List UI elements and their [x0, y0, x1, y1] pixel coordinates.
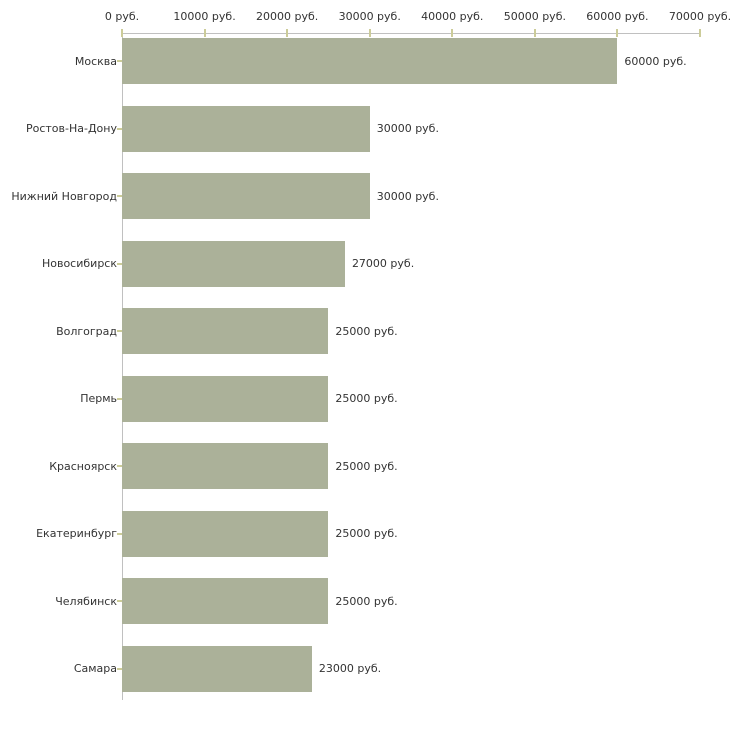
- bar: [122, 173, 370, 219]
- bar: [122, 375, 329, 422]
- category-label: Москва: [74, 54, 117, 68]
- x-axis-tick: [203, 29, 206, 37]
- y-axis-tick: [117, 195, 122, 197]
- value-label: 25000 руб.: [335, 392, 398, 405]
- y-axis-tick: [117, 532, 122, 535]
- y-axis-tick: [117, 600, 122, 602]
- category-label: Самара: [73, 662, 117, 675]
- y-axis-tick: [117, 127, 122, 130]
- x-axis-tick: [616, 29, 619, 37]
- x-axis-tick: [121, 29, 123, 37]
- category-label: Екатеринбург: [36, 527, 117, 540]
- bar-row: Пермь 25000 руб.: [0, 375, 730, 422]
- value-label: 25000 руб.: [335, 594, 398, 608]
- bar-row: Волгоград 25000 руб.: [0, 308, 730, 354]
- value-label: 25000 руб.: [335, 527, 398, 540]
- bar-row: Челябинск 25000 руб.: [0, 578, 730, 624]
- x-axis-tick: [286, 29, 289, 37]
- bar: [122, 443, 329, 489]
- bar: [122, 105, 370, 152]
- bar-row: Екатеринбург 25000 руб.: [0, 510, 730, 557]
- category-label: Нижний Новгород: [11, 189, 117, 203]
- x-axis-tick-label: 0 руб.: [104, 10, 140, 23]
- x-axis-tick-label: 70000 руб.: [668, 10, 730, 23]
- y-axis-tick: [117, 667, 122, 670]
- value-label: 25000 руб.: [335, 324, 398, 338]
- x-axis-tick-label: 40000 руб.: [421, 10, 484, 23]
- bar: [122, 578, 329, 624]
- y-axis-tick: [117, 465, 122, 467]
- category-label: Пермь: [80, 392, 117, 405]
- x-axis-tick-label: 20000 руб.: [256, 10, 319, 23]
- bar: [122, 240, 345, 287]
- bar-row: Нижний Новгород 30000 руб.: [0, 173, 730, 219]
- x-axis-tick: [451, 29, 454, 37]
- bar-row: Самара 23000 руб.: [0, 645, 730, 692]
- category-label: Красноярск: [49, 459, 117, 473]
- value-label: 30000 руб.: [376, 189, 439, 203]
- bar-row: Новосибирск 27000 руб.: [0, 240, 730, 287]
- y-axis-tick: [117, 262, 122, 265]
- bar-row: Красноярск 25000 руб.: [0, 443, 730, 489]
- y-axis-tick: [117, 330, 122, 332]
- category-label: Волгоград: [56, 324, 117, 338]
- value-label: 60000 руб.: [624, 54, 687, 68]
- category-label: Челябинск: [55, 594, 117, 608]
- bar-row: Москва 60000 руб.: [0, 38, 730, 84]
- x-axis-tick-label: 10000 руб.: [173, 10, 236, 23]
- value-label: 27000 руб.: [351, 257, 415, 270]
- category-label: Новосибирск: [41, 257, 117, 270]
- x-axis-line: [122, 33, 701, 34]
- x-axis-tick-label: 50000 руб.: [503, 10, 566, 23]
- x-axis-tick: [699, 29, 701, 37]
- value-label: 23000 руб.: [318, 662, 382, 675]
- bar: [122, 645, 312, 692]
- x-axis-tick: [368, 29, 371, 37]
- value-label: 25000 руб.: [335, 459, 398, 473]
- y-axis-tick: [117, 397, 122, 400]
- y-axis-tick: [117, 60, 122, 62]
- bar: [122, 308, 329, 354]
- bar-row: Ростов-На-Дону 30000 руб.: [0, 105, 730, 152]
- value-label: 30000 руб.: [376, 122, 439, 135]
- x-axis-tick: [533, 29, 536, 37]
- bar: [122, 38, 618, 84]
- category-label: Ростов-На-Дону: [25, 122, 117, 135]
- y-axis-line: [122, 33, 123, 700]
- x-axis-tick-label: 60000 руб.: [586, 10, 649, 23]
- bar: [122, 510, 329, 557]
- x-axis-tick-label: 30000 руб.: [338, 10, 401, 23]
